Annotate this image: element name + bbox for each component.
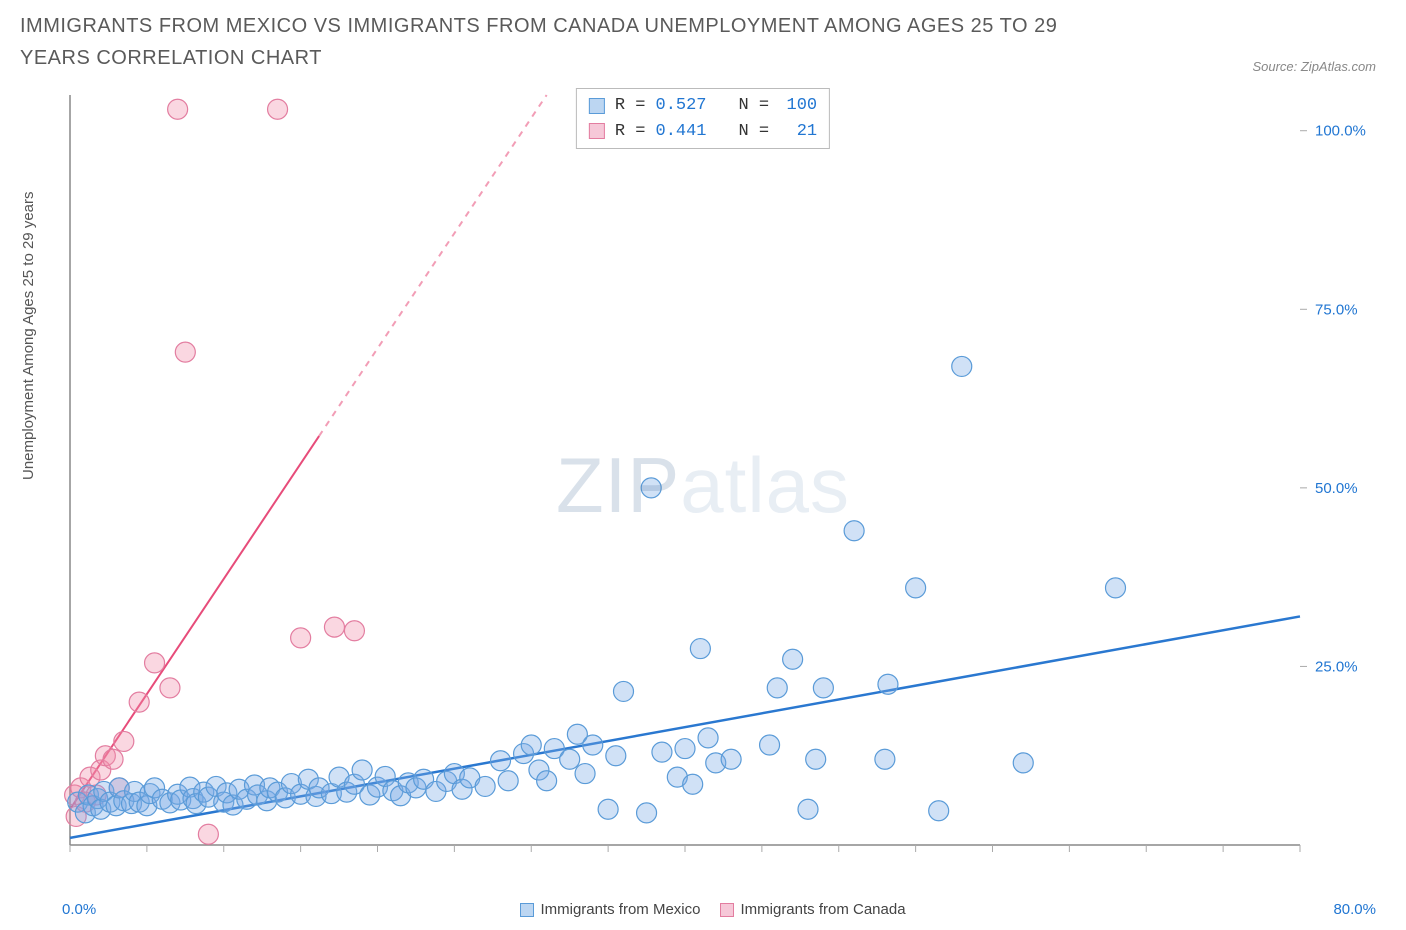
source-label: Source: ZipAtlas.com bbox=[1252, 59, 1376, 74]
svg-text:75.0%: 75.0% bbox=[1315, 301, 1358, 318]
legend-swatch bbox=[720, 903, 734, 917]
scatter-chart: 25.0% 50.0% 75.0% 100.0% bbox=[60, 85, 1380, 865]
stats-box: R =0.527N =100R =0.441N =21 bbox=[576, 88, 830, 149]
legend-swatch bbox=[520, 903, 534, 917]
legend: Immigrants from Mexico Immigrants from Ca… bbox=[0, 901, 1406, 918]
series-swatch bbox=[589, 123, 605, 139]
legend-label: Immigrants from Mexico bbox=[540, 901, 700, 918]
svg-text:50.0%: 50.0% bbox=[1315, 480, 1358, 497]
page-title: IMMIGRANTS FROM MEXICO VS IMMIGRANTS FRO… bbox=[20, 10, 1120, 74]
series-swatch bbox=[589, 98, 605, 114]
y-axis-label: Unemployment Among Ages 25 to 29 years bbox=[20, 191, 37, 480]
stats-row: R =0.441N =21 bbox=[589, 119, 817, 145]
svg-text:25.0%: 25.0% bbox=[1315, 658, 1358, 675]
stats-row: R =0.527N =100 bbox=[589, 93, 817, 119]
legend-label: Immigrants from Canada bbox=[740, 901, 905, 918]
svg-text:100.0%: 100.0% bbox=[1315, 123, 1366, 140]
